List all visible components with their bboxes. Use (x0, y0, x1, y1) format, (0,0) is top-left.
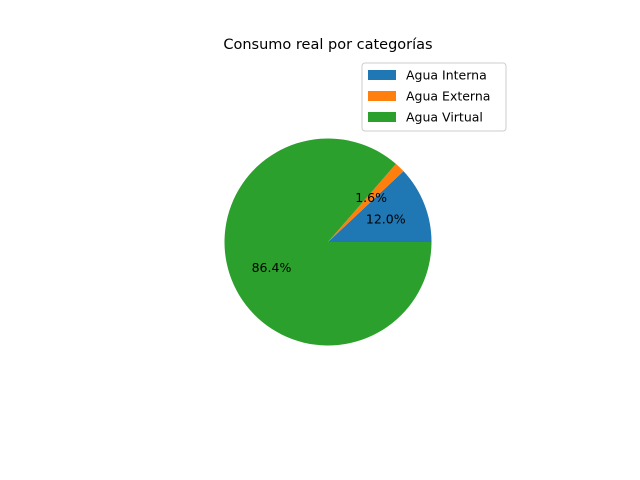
legend-label: Agua Externa (406, 89, 490, 104)
legend: Agua Interna Agua Externa Agua Virtual (361, 62, 507, 132)
legend-swatch (368, 70, 396, 80)
legend-frame (361, 62, 507, 132)
pie-slice-labels: 12.0% 1.6% 86.4% (252, 190, 406, 275)
pie-slice-label: 86.4% (252, 260, 292, 275)
chart-title: Consumo real por categorías (223, 37, 432, 53)
legend-label: Agua Interna (406, 68, 487, 83)
pie-slice-label: 12.0% (366, 212, 406, 227)
pie-slice-label: 1.6% (355, 190, 387, 205)
pie-slice-agua-virtual (224, 138, 432, 346)
pie-slice-agua-externa (328, 163, 404, 242)
legend-label: Agua Virtual (406, 110, 483, 125)
legend-swatch (368, 91, 396, 101)
pie-slice-agua-interna (328, 171, 432, 242)
pie-slices (224, 138, 432, 346)
legend-swatch (368, 112, 396, 122)
